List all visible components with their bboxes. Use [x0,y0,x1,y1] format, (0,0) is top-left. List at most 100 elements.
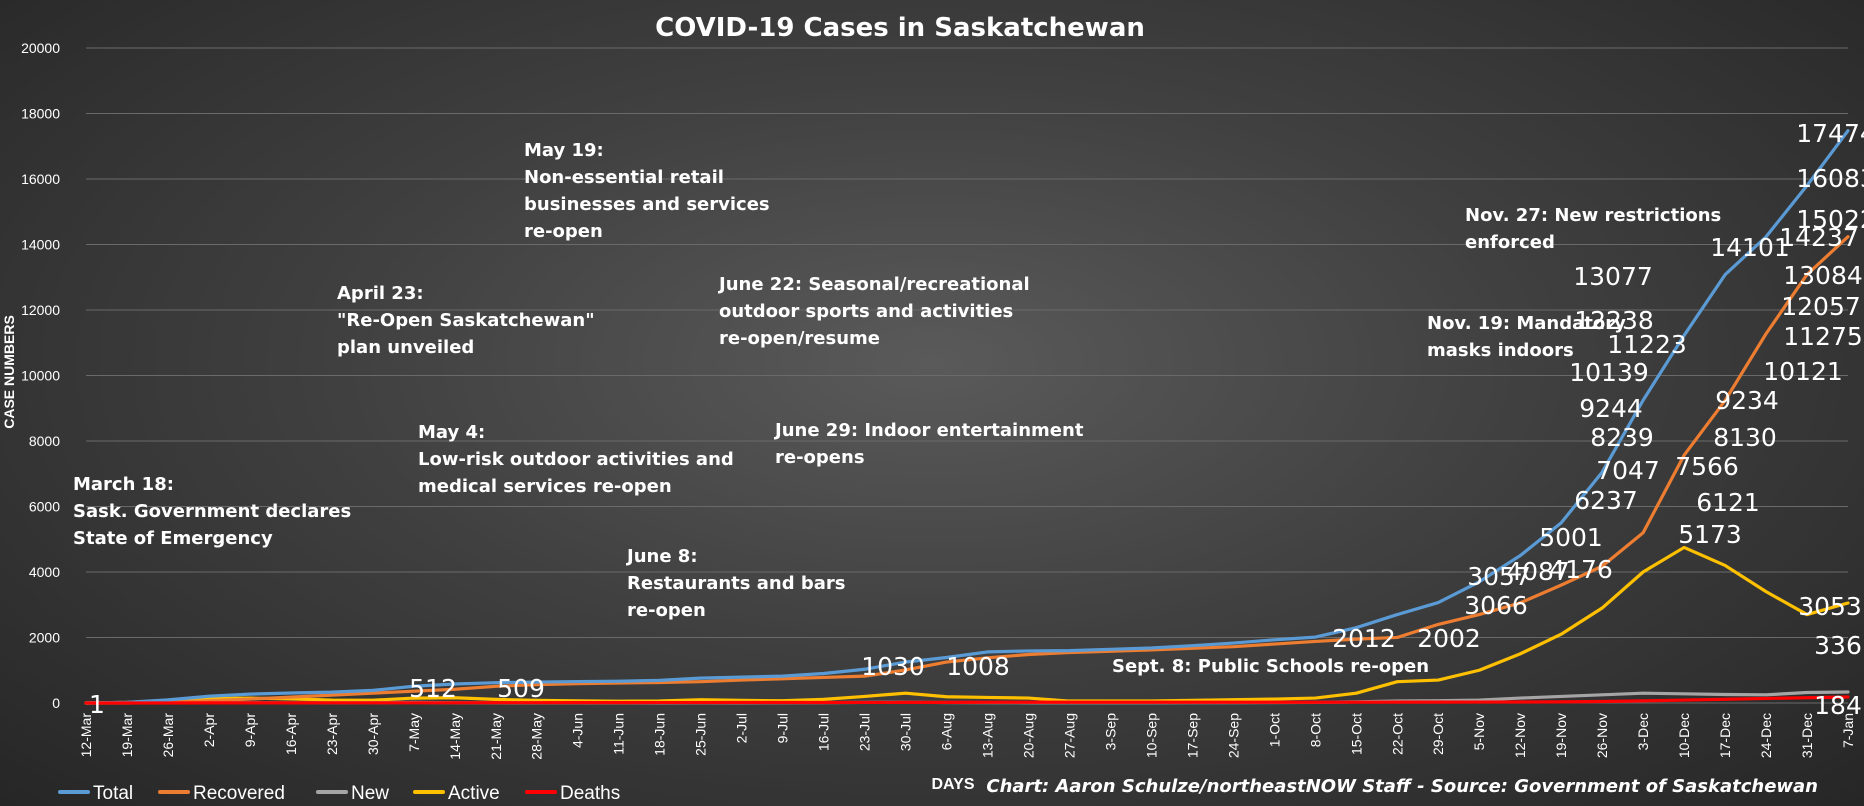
x-tick-label: 2-Jul [734,713,750,743]
legend-label-new: New [351,783,389,804]
x-tick-label: 17-Dec [1717,713,1733,758]
data-label-total: 16083 [1796,164,1864,193]
x-axis-ticks: 12-Mar 19-Mar 26-Mar 2-Apr 9-Apr 16-Apr 23-Apr… [78,713,1856,760]
annotation-line: May 4: [418,422,485,443]
x-tick-label: 6-Aug [939,713,955,750]
x-tick-label: 16-Jul [816,713,832,751]
data-label-total: 9244 [1579,394,1643,423]
x-tick-label: 8-Oct [1307,713,1323,747]
y-axis-title: CASE NUMBERS [1,315,17,429]
x-tick-label: 30-Apr [365,713,381,755]
annotation-line: businesses and services [524,194,770,215]
x-tick-label: 25-Jun [693,713,709,756]
annotation-line: Nov. 27: New restrictions [1465,205,1721,226]
x-tick-label: 13-Aug [979,713,995,758]
y-tick-label: 6000 [29,499,60,515]
annotation-line: April 23: [337,283,424,304]
data-label-recovered: 4176 [1549,555,1613,584]
x-tick-label: 12-Nov [1512,713,1528,758]
data-label-recovered: 509 [497,674,545,703]
x-tick-label: 5-Nov [1471,713,1487,750]
x-tick-label: 16-Apr [283,713,299,755]
data-label-recovered: 14237 [1779,223,1859,252]
x-tick-label: 14-May [447,713,463,760]
data-label-recovered: 7566 [1675,452,1739,481]
chart-credit: Chart: Aaron Schulze/northeastNOW Staff … [986,776,1818,797]
annotation-line: re-open/resume [719,328,880,349]
x-tick-label: 30-Jul [898,713,914,751]
y-tick-label: 0 [52,695,60,711]
data-label-total: 14101 [1710,233,1790,262]
x-tick-label: 23-Apr [324,713,340,755]
data-label-total: 2012 [1332,624,1396,653]
x-tick-label: 26-Nov [1594,713,1610,758]
x-tick-label: 1-Oct [1266,713,1282,747]
data-label-total: 15022 [1796,205,1864,234]
x-tick-label: 27-Aug [1061,713,1077,758]
x-tick-label: 22-Oct [1389,713,1405,755]
data-label-recovered: 12057 [1781,292,1861,321]
legend-label-recovered: Recovered [193,783,285,804]
annotation: Nov. 19: Mandatory masks indoors [1427,313,1626,361]
annotation-line: medical services re-open [418,476,672,497]
x-tick-label: 19-Mar [119,713,135,758]
data-label-recovered: 13084 [1783,261,1863,290]
annotation-line: State of Emergency [73,528,273,549]
annotation-line: re-open [524,221,603,242]
chart-title: COVID-19 Cases in Saskatchewan [655,13,1145,43]
annotation-line: March 18: [73,474,174,495]
data-label-total: 7047 [1596,456,1660,485]
x-tick-label: 17-Sep [1184,713,1200,758]
series-lines [84,129,1850,705]
annotation-line: outdoor sports and activities [719,301,1013,322]
series-line-deaths [84,695,1850,705]
annotation: Sept. 8: Public Schools re-open [1112,656,1429,677]
annotation-line: Non-essential retail [524,167,724,188]
annotation: May 4: Low-risk outdoor activities and med… [418,422,734,497]
x-tick-label: 2-Apr [201,713,217,748]
data-label-total: 12238 [1574,306,1654,335]
data-label-recovered: 6121 [1696,488,1760,517]
data-label-total: 10139 [1569,358,1649,387]
annotation: March 18: Sask. Government declares State … [73,474,351,549]
legend-label-total: Total [93,783,133,804]
data-label-recovered: 9234 [1715,386,1779,415]
legend-label-deaths: Deaths [560,783,620,804]
x-tick-label: 24-Sep [1225,713,1241,758]
annotation-line: Sept. 8: Public Schools re-open [1112,656,1429,677]
x-tick-label: 31-Dec [1799,713,1815,758]
x-tick-label: 3-Sep [1102,713,1118,751]
data-label-total: 11223 [1607,330,1687,359]
x-tick-label: 9-Apr [242,713,258,748]
y-axis-ticks: 0 2000 4000 6000 8000 10000 12000 14000 16000 180… [21,40,60,711]
data-label-total: 3066 [1464,591,1528,620]
x-tick-label: 4-Jun [570,713,586,748]
data-label-total: 1030 [861,652,925,681]
annotations: March 18: Sask. Government declares State … [73,140,1721,677]
annotation-line: Sask. Government declares [73,501,351,522]
legend: Total Recovered New Active Deaths [58,783,620,804]
x-tick-label: 23-Jul [857,713,873,751]
x-tick-label: 24-Dec [1758,713,1774,758]
x-tick-label: 15-Oct [1348,713,1364,755]
x-tick-label: 10-Sep [1143,713,1159,758]
y-tick-label: 10000 [21,368,60,384]
annotation: June 22: Seasonal/recreational outdoor sp… [717,274,1030,349]
annotation-line: "Re-Open Saskatchewan" [337,310,595,331]
y-tick-label: 8000 [29,433,60,449]
data-label-total: 1 [89,690,105,719]
data-label-total: 17474 [1796,119,1864,148]
data-label-total: 8239 [1590,423,1654,452]
data-label-total: 13077 [1573,262,1653,291]
annotation-line: June 8: [625,546,698,567]
data-label-recovered: 3057 [1467,562,1531,591]
annotation: April 23: "Re-Open Saskatchewan" plan unve… [337,283,595,358]
grid-lines [86,47,1848,704]
y-tick-label: 4000 [29,564,60,580]
series-line-recovered [84,235,1850,705]
annotation: June 8: Restaurants and bars re-open [625,546,846,621]
data-label-recovered: 11275 [1783,322,1863,351]
annotation-line: re-opens [775,447,865,468]
x-tick-label: 26-Mar [160,713,176,758]
